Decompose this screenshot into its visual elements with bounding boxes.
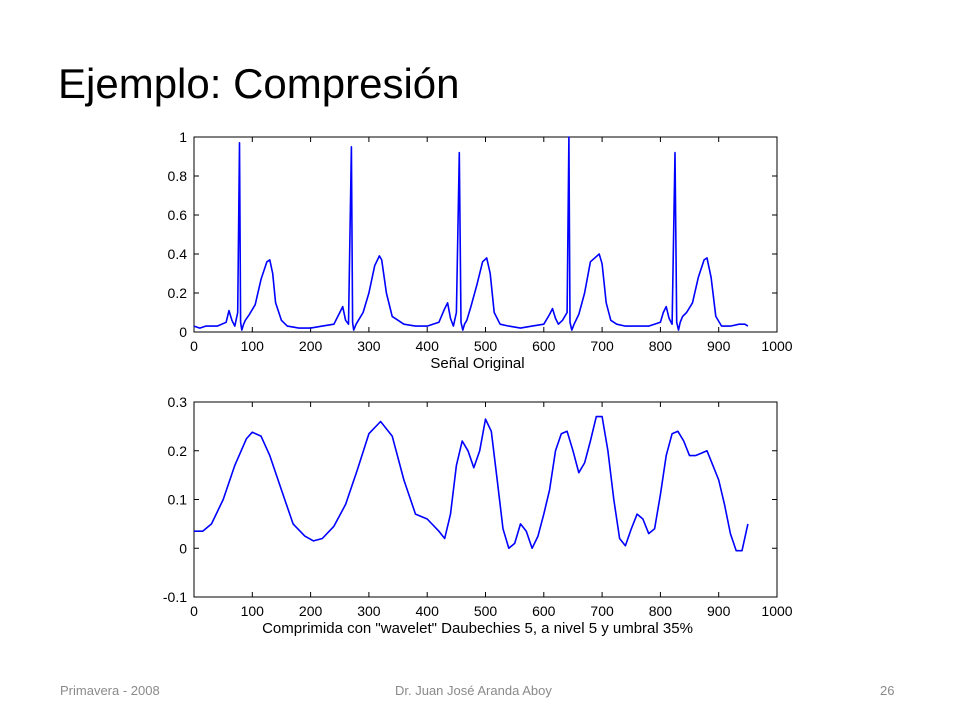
- y-tick-label: 0.2: [168, 285, 188, 301]
- series-line: [194, 415, 749, 552]
- x-tick-label: 1000: [761, 338, 792, 354]
- y-tick-label: 0.8: [168, 168, 188, 184]
- x-tick-label: 100: [241, 338, 265, 354]
- plot-frame: [193, 401, 778, 598]
- x-tick-label: 0: [190, 338, 198, 354]
- x-tick-label: 700: [590, 338, 614, 354]
- x-tick-label: 400: [416, 603, 440, 619]
- x-axis-label: Señal Original: [430, 355, 524, 372]
- y-tick-label: 0.4: [168, 246, 188, 262]
- y-tick-label: 0.1: [168, 492, 188, 508]
- x-tick-label: 1000: [761, 603, 792, 619]
- footer-author: Dr. Juan José Aranda Aboy: [395, 683, 552, 698]
- x-tick-label: 300: [357, 338, 381, 354]
- x-tick-label: 600: [532, 603, 556, 619]
- footer-term: Primavera - 2008: [60, 683, 160, 698]
- chart-original-signal: 0 100 200 300 400 500 600 700 800 900 1000 0 0.2 0.4 0…: [168, 129, 793, 372]
- x-tick-label: 900: [707, 603, 731, 619]
- y-tick-label: 0.6: [168, 207, 188, 223]
- x-tick-label: 500: [474, 338, 498, 354]
- slide-title: Ejemplo: Compresión: [58, 60, 460, 107]
- chart-compressed-signal: 0 100 200 300 400 500 600 700 800 900 1000-0.100.1…: [163, 394, 793, 637]
- y-tick-label: 0: [179, 324, 187, 340]
- x-tick-label: 600: [532, 338, 556, 354]
- x-tick-label: 200: [299, 338, 323, 354]
- x-tick-label: 200: [299, 603, 323, 619]
- x-tick-label: 500: [474, 603, 498, 619]
- y-tick-label: 0.2: [168, 443, 188, 459]
- x-tick-label: 300: [357, 603, 381, 619]
- x-tick-label: 100: [241, 603, 265, 619]
- x-tick-label: 900: [707, 338, 731, 354]
- plot-frame: [193, 136, 778, 333]
- series-line: [193, 136, 749, 331]
- x-tick-label: 700: [590, 603, 614, 619]
- x-tick-label: 400: [416, 338, 440, 354]
- y-tick-label: 0: [179, 540, 187, 556]
- page-number: 26: [880, 683, 895, 698]
- x-tick-label: 800: [649, 338, 673, 354]
- x-axis-label: Comprimida con "wavelet" Daubechies 5, a…: [262, 620, 693, 637]
- y-tick-label: -0.1: [163, 589, 187, 605]
- y-tick-label: 0.3: [168, 394, 188, 410]
- y-tick-label: 1: [179, 129, 187, 145]
- x-tick-label: 800: [649, 603, 673, 619]
- x-tick-label: 0: [190, 603, 198, 619]
